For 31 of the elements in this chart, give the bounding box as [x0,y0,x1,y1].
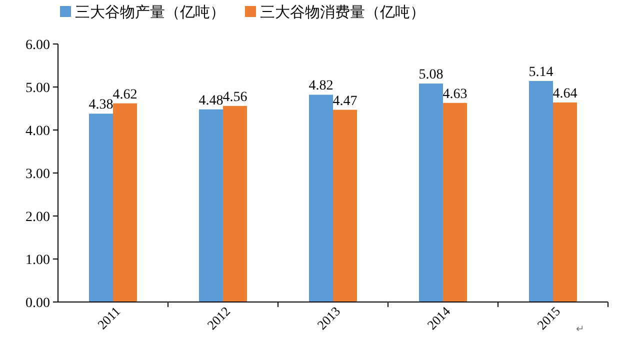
bar [419,84,443,302]
bar [309,94,333,302]
bar [223,106,247,302]
bar [529,80,553,302]
data-label: 5.08 [418,68,444,83]
data-label: 4.62 [112,87,138,102]
bar [89,114,113,302]
y-tick-label: 2.00 [26,210,50,225]
y-tick-label: 3.00 [26,167,50,182]
legend-label: 三大谷物产量（亿吨） [75,4,225,21]
x-tick-label: 2011 [94,304,124,332]
data-label: 4.56 [222,90,248,105]
y-tick-label: 1.00 [26,253,50,268]
data-label: 4.82 [308,78,334,94]
data-label: 5.14 [528,64,554,80]
data-label: 4.38 [88,98,114,113]
data-label: 4.48 [198,93,224,108]
bar [443,102,467,302]
bar [333,110,357,302]
bar [113,103,137,302]
y-tick-label: 4.00 [26,124,50,139]
y-tick-label: 0.00 [26,296,50,311]
text: ↵ [576,324,584,335]
bar [199,109,223,302]
data-label: 4.64 [552,86,578,102]
data-label: 4.47 [332,94,358,109]
y-tick-label: 6.00 [26,38,50,53]
legend-label: 三大谷物消费量（亿吨） [260,4,425,21]
bar [553,102,577,302]
y-tick-label: 5.00 [26,81,50,96]
data-label: 4.63 [442,86,468,102]
